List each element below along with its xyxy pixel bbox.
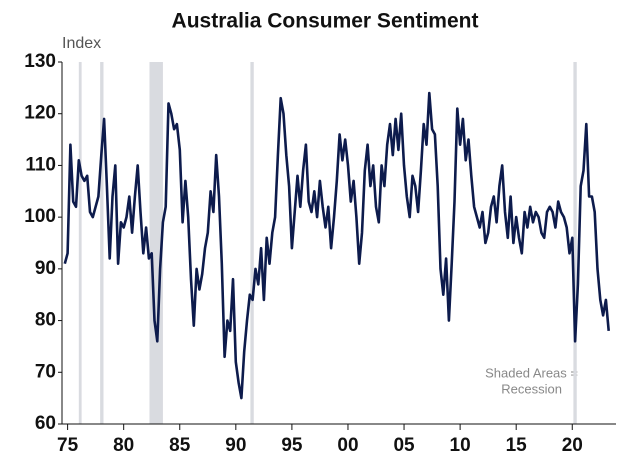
- recession-band: [573, 62, 577, 424]
- x-tick-label: 90: [225, 435, 246, 456]
- x-tick-label: 20: [562, 435, 583, 456]
- recession-band: [149, 62, 163, 424]
- x-tick-label: 95: [281, 435, 303, 456]
- y-tick-label: 90: [35, 258, 56, 279]
- annotation: Recession: [501, 381, 562, 396]
- recession-band: [100, 62, 104, 424]
- x-tick-label: 10: [450, 435, 471, 456]
- y-tick-label: 130: [24, 51, 56, 72]
- recession-band: [250, 62, 254, 424]
- y-tick-label: 110: [25, 154, 56, 175]
- y-tick-label: 60: [35, 413, 56, 434]
- series-line: [63, 91, 610, 400]
- y-tick-label: 70: [35, 361, 56, 382]
- x-tick-label: 05: [393, 435, 415, 456]
- chart-title: Australia Consumer Sentiment: [172, 10, 479, 33]
- x-tick-label: 80: [113, 435, 134, 456]
- x-tick-label: 85: [169, 435, 191, 456]
- x-tick-label: 00: [337, 435, 358, 456]
- y-tick-label: 80: [35, 310, 56, 331]
- y-axis-label: Index: [62, 35, 101, 52]
- recession-band: [78, 62, 82, 424]
- y-tick-label: 120: [24, 103, 56, 124]
- x-tick-label: 75: [57, 435, 79, 456]
- annotation: Shaded Areas =: [485, 365, 578, 380]
- y-tick-label: 100: [24, 206, 56, 227]
- x-tick-label: 15: [506, 435, 528, 456]
